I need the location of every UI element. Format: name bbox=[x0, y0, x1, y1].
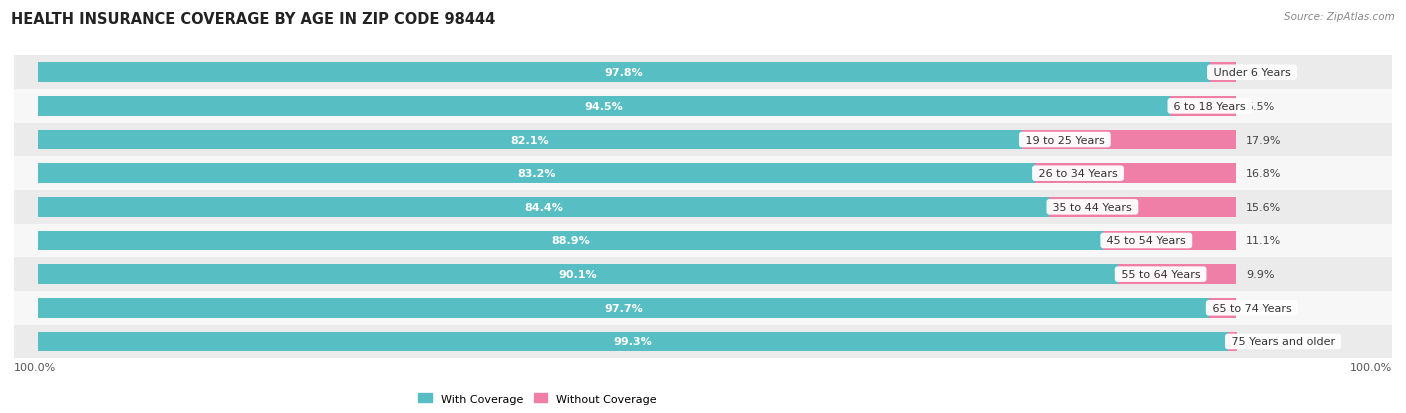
Text: 88.9%: 88.9% bbox=[551, 236, 591, 246]
Bar bbox=[14, 258, 1392, 291]
Text: 2.3%: 2.3% bbox=[1246, 303, 1274, 313]
Bar bbox=[38, 164, 1035, 183]
Text: 15.6%: 15.6% bbox=[1246, 202, 1281, 212]
Bar bbox=[14, 190, 1392, 224]
Text: 75 Years and older: 75 Years and older bbox=[1227, 337, 1339, 347]
Legend: With Coverage, Without Coverage: With Coverage, Without Coverage bbox=[413, 389, 661, 408]
Bar bbox=[38, 131, 1022, 150]
Text: 94.5%: 94.5% bbox=[585, 102, 623, 112]
Text: 45 to 54 Years: 45 to 54 Years bbox=[1104, 236, 1189, 246]
Text: 65 to 74 Years: 65 to 74 Years bbox=[1209, 303, 1295, 313]
Bar bbox=[1022, 131, 1236, 150]
Bar bbox=[14, 123, 1392, 157]
Text: 0.74%: 0.74% bbox=[1246, 337, 1282, 347]
Text: 35 to 44 Years: 35 to 44 Years bbox=[1049, 202, 1136, 212]
Bar bbox=[1035, 164, 1236, 183]
Text: Under 6 Years: Under 6 Years bbox=[1209, 68, 1294, 78]
Bar bbox=[1227, 332, 1237, 351]
Text: HEALTH INSURANCE COVERAGE BY AGE IN ZIP CODE 98444: HEALTH INSURANCE COVERAGE BY AGE IN ZIP … bbox=[11, 12, 495, 27]
Bar bbox=[1209, 63, 1236, 83]
Bar bbox=[1170, 97, 1236, 116]
Text: 2.2%: 2.2% bbox=[1246, 68, 1274, 78]
Text: 55 to 64 Years: 55 to 64 Years bbox=[1118, 270, 1204, 280]
Bar bbox=[14, 90, 1392, 123]
Text: 26 to 34 Years: 26 to 34 Years bbox=[1035, 169, 1121, 179]
Text: 97.8%: 97.8% bbox=[605, 68, 644, 78]
Text: 100.0%: 100.0% bbox=[1350, 363, 1392, 373]
Text: 82.1%: 82.1% bbox=[510, 135, 550, 145]
Bar bbox=[14, 325, 1392, 358]
Bar bbox=[38, 231, 1104, 251]
Text: 90.1%: 90.1% bbox=[558, 270, 598, 280]
Bar bbox=[38, 265, 1118, 284]
Bar bbox=[38, 197, 1049, 217]
Bar bbox=[38, 63, 1209, 83]
Text: 100.0%: 100.0% bbox=[14, 363, 56, 373]
Text: 99.3%: 99.3% bbox=[613, 337, 652, 347]
Bar bbox=[38, 298, 1209, 318]
Text: 9.9%: 9.9% bbox=[1246, 270, 1274, 280]
Bar bbox=[38, 332, 1227, 351]
Text: 11.1%: 11.1% bbox=[1246, 236, 1281, 246]
Bar bbox=[14, 157, 1392, 190]
Text: 17.9%: 17.9% bbox=[1246, 135, 1281, 145]
Text: 19 to 25 Years: 19 to 25 Years bbox=[1022, 135, 1108, 145]
Text: 97.7%: 97.7% bbox=[605, 303, 643, 313]
Bar bbox=[14, 56, 1392, 90]
Bar bbox=[1209, 298, 1236, 318]
Text: 84.4%: 84.4% bbox=[524, 202, 562, 212]
Text: Source: ZipAtlas.com: Source: ZipAtlas.com bbox=[1284, 12, 1395, 22]
Bar bbox=[1104, 231, 1236, 251]
Bar bbox=[1118, 265, 1236, 284]
Text: 83.2%: 83.2% bbox=[517, 169, 555, 179]
Bar bbox=[14, 224, 1392, 258]
Text: 16.8%: 16.8% bbox=[1246, 169, 1281, 179]
Bar bbox=[14, 291, 1392, 325]
Bar bbox=[1049, 197, 1236, 217]
Text: 5.5%: 5.5% bbox=[1246, 102, 1274, 112]
Bar bbox=[38, 97, 1170, 116]
Text: 6 to 18 Years: 6 to 18 Years bbox=[1170, 102, 1250, 112]
